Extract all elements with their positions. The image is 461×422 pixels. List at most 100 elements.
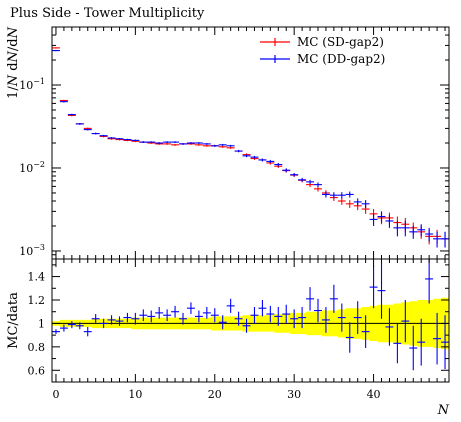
main-y-tick-label: 10−3 [19, 243, 45, 258]
data-point-dd [83, 128, 92, 131]
data-point-dd [329, 192, 338, 199]
ratio-point [242, 318, 251, 333]
main-y-tick-label: 10−1 [19, 77, 45, 92]
data-point-sd [52, 47, 60, 49]
ratio-point [417, 318, 426, 366]
ratio-point [139, 309, 148, 322]
data-point-dd [282, 168, 291, 173]
ratio-point [218, 315, 227, 330]
data-point-dd [433, 231, 442, 248]
ratio-point [306, 287, 315, 311]
data-point-dd [361, 200, 370, 208]
ratio-point [409, 325, 418, 371]
ratio-point [266, 305, 275, 323]
ratio-point [115, 316, 124, 326]
data-point-sd [194, 143, 203, 146]
ratio-point [202, 307, 211, 319]
main-plot-area: 10−1 10−2 10−3 [19, 26, 450, 260]
ratio-y-tick-label: 1.4 [28, 271, 46, 284]
ratio-point [314, 298, 322, 323]
main-y-tick-label: 10−2 [19, 160, 45, 175]
ratio-point [67, 321, 76, 329]
x-axis-label: N [437, 403, 450, 418]
data-point-dd [353, 198, 362, 206]
ratio-plot-area: 0.6 0.8 1 1.2 1.4 0 10 20 30 40 [28, 258, 450, 401]
ratio-point [345, 322, 354, 353]
ratio-point [210, 308, 219, 323]
data-point-dd [266, 159, 275, 163]
data-point-dd [337, 192, 346, 199]
data-point-dd [377, 211, 386, 223]
data-point-dd [155, 142, 164, 144]
x-tick-label: 30 [287, 388, 301, 401]
data-point-dd [258, 158, 267, 162]
ratio-point [171, 305, 180, 318]
ratio-y-tick-label: 0.6 [28, 364, 46, 377]
data-point-sd [314, 186, 322, 192]
data-point-sd [345, 200, 354, 208]
ratio-point [353, 301, 362, 334]
data-point-dd [67, 113, 76, 116]
data-point-dd [107, 137, 116, 139]
data-point-dd [393, 220, 402, 237]
data-point-dd [202, 143, 211, 145]
x-tick-label: 20 [208, 388, 222, 401]
legend-entry: MC (DD-gap2) [297, 52, 385, 66]
ratio-point [298, 307, 307, 329]
ratio-point [107, 315, 116, 325]
ratio-point [186, 302, 195, 315]
ratio-point [83, 326, 92, 337]
x-tick-label: 40 [367, 388, 381, 401]
data-point-dd [417, 224, 426, 237]
data-point-dd [385, 215, 394, 228]
ratio-point [99, 318, 108, 329]
ratio-point [321, 307, 330, 333]
x-tick-label: 10 [128, 388, 142, 401]
x-tick-label: 0 [52, 388, 59, 401]
ratio-point [155, 307, 164, 319]
ratio-point [401, 300, 410, 343]
ratio-plot-frame [51, 258, 450, 383]
ratio-point [425, 259, 434, 304]
ratio-point [52, 329, 60, 334]
data-point-sd [171, 143, 180, 146]
data-point-dd [91, 132, 100, 135]
ratio-y-tick-label: 1 [38, 317, 45, 330]
data-point-dd [123, 138, 132, 141]
ratio-point [250, 307, 259, 324]
data-point-sd [202, 144, 211, 147]
data-point-dd [226, 144, 235, 147]
data-point-dd [186, 142, 195, 144]
ratio-point [226, 298, 235, 313]
ratio-point [147, 310, 156, 323]
data-point-dd [306, 179, 315, 185]
ratio-point [290, 309, 299, 329]
data-point-dd [59, 100, 68, 103]
data-point-dd [131, 139, 140, 142]
legend: MC (SD-gap2) MC (DD-gap2) [260, 35, 385, 66]
data-point-dd [115, 137, 124, 140]
data-point-dd [369, 213, 378, 226]
data-point-dd [298, 177, 307, 182]
ratio-point [361, 315, 370, 349]
ratio-point [179, 312, 187, 325]
data-point-dd [99, 134, 108, 137]
ratio-point [329, 284, 338, 313]
data-point-dd [290, 172, 299, 177]
ratio-point [393, 323, 402, 364]
chart-title: Plus Side - Tower Multiplicity [10, 6, 205, 21]
ratio-point [59, 324, 68, 332]
ratio-point [91, 314, 100, 324]
ratio-point [75, 322, 84, 330]
data-point-dd [52, 49, 60, 52]
data-point-dd [441, 231, 449, 248]
ratio-point [194, 310, 203, 323]
ratio-point [123, 312, 132, 323]
ratio-point [385, 308, 394, 346]
data-point-dd [250, 155, 259, 159]
ratio-point [234, 311, 243, 326]
data-point-sd [337, 197, 346, 205]
data-point-dd [274, 162, 283, 167]
data-point-dd [218, 143, 227, 146]
